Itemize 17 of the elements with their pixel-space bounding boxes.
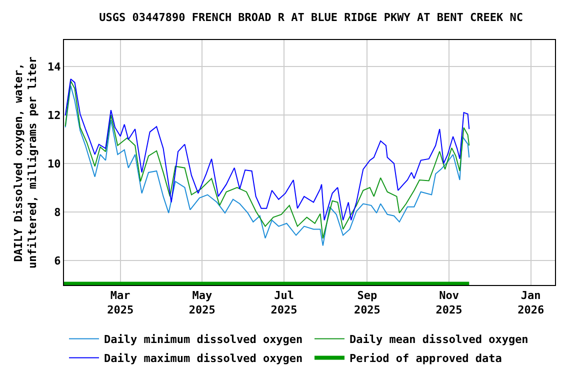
chart-title: USGS 03447890 FRENCH BROAD R AT BLUE RIDGE PKWY AT BENT CREEK NC [99,11,523,24]
legend-label: Daily minimum dissolved oxygen [104,332,303,346]
x-tick-label: May 2025 [188,289,216,316]
x-tick-label: Jan 2026 [518,289,544,316]
legend-label: Daily maximum dissolved oxygen [104,352,303,365]
legend-label: Daily mean dissolved oxygen [350,332,528,346]
legend-label: Period of approved data [350,352,502,365]
y-axis-title: DAILY Dissolved oxygen, water, unfiltered, milligrams per liter [12,56,40,268]
y-tick-label: 14 [48,60,62,74]
x-tick-label: Sep 2025 [354,289,380,316]
y-tick-label: 10 [48,158,61,171]
x-tick-label: Jul 2025 [270,289,298,316]
y-tick-label: 12 [48,109,61,122]
x-tick-label: Mar 2025 [107,289,134,316]
x-tick-label: Nov 2025 [436,289,462,316]
y-tick-label: 8 [54,206,61,220]
y-tick-label: 6 [54,254,62,268]
